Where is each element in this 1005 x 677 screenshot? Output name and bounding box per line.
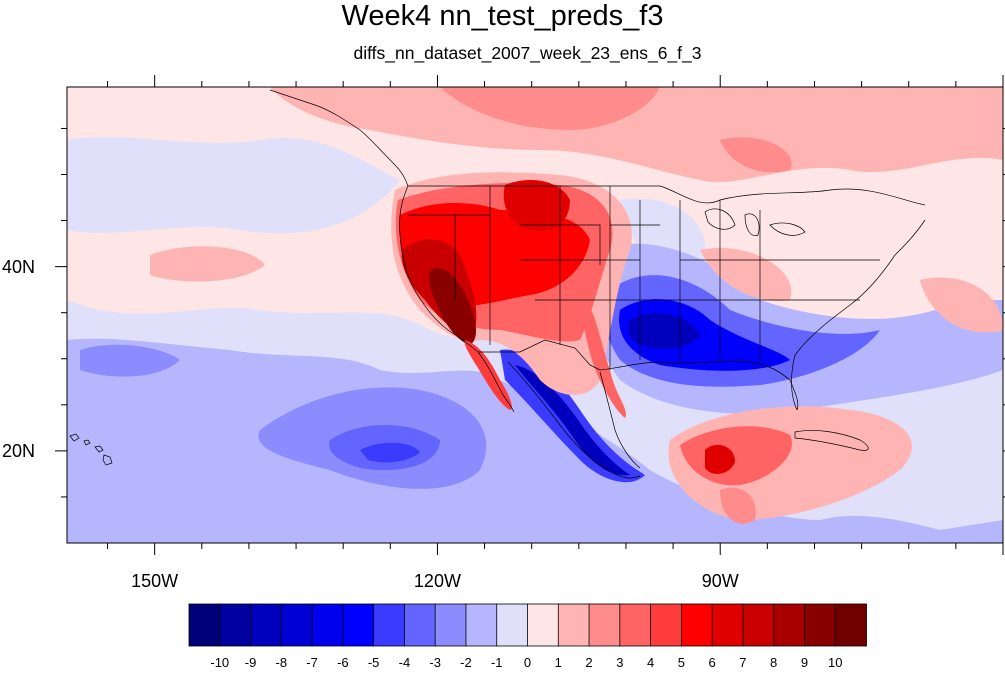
colorbar-swatch xyxy=(250,603,283,647)
colorbar-swatch xyxy=(434,603,467,647)
colorbar-swatch xyxy=(496,603,529,647)
colorbar-swatch xyxy=(373,603,406,647)
contour-region-red-3-caribbean-south xyxy=(720,487,756,524)
map-borders xyxy=(269,89,926,479)
colorbar-swatch xyxy=(650,603,683,647)
colorbar-label: 7 xyxy=(739,655,747,670)
contour-region-red-6-plains xyxy=(503,180,570,232)
colorbar-label: -3 xyxy=(429,655,441,670)
plot-frame xyxy=(66,86,1004,544)
contour-region-blue-3-hawaii xyxy=(80,344,180,377)
colorbar-label: 2 xyxy=(585,655,593,670)
colorbar xyxy=(188,603,867,647)
colorbar-swatch xyxy=(680,603,714,647)
great-lakes xyxy=(704,208,806,236)
colorbar-swatch xyxy=(527,603,560,647)
colorbar-swatch xyxy=(773,603,806,647)
contour-region-red-3-north xyxy=(440,87,660,130)
coastline-cuba xyxy=(794,430,869,451)
contour-region-red-1-north xyxy=(270,87,1003,183)
colorbar-swatch xyxy=(742,603,775,647)
contour-region-blue-8-mexico xyxy=(515,365,630,476)
colorbar-label: 3 xyxy=(616,655,624,670)
y-tick-label: 20N xyxy=(2,440,36,461)
colorbar-label: -8 xyxy=(275,655,288,670)
x-tick-label: 150W xyxy=(131,571,179,591)
hawaii-islands xyxy=(69,433,113,466)
colorbar-swatch xyxy=(311,603,344,647)
colorbar-swatch xyxy=(280,603,313,647)
colorbar-label: 9 xyxy=(800,655,809,670)
colorbar-label: -10 xyxy=(210,655,230,670)
colorbar-label: -5 xyxy=(367,655,380,670)
colorbar-label: -2 xyxy=(460,655,472,670)
colorbar-label: -1 xyxy=(490,655,503,670)
colorbar-label: -9 xyxy=(244,655,257,670)
colorbar-swatch xyxy=(557,603,590,647)
colorbar-swatch xyxy=(834,603,867,647)
coastline-canada-west xyxy=(269,89,409,187)
colorbar-label: 10 xyxy=(827,655,843,670)
colorbar-swatch xyxy=(804,603,837,647)
colorbar-label: -4 xyxy=(398,655,411,670)
colorbar-swatch xyxy=(188,603,221,647)
coastline-atlantic xyxy=(791,219,926,411)
contour-region-red-1-northeast xyxy=(700,248,792,301)
coastline-gulf xyxy=(599,361,799,411)
colorbar-label: 5 xyxy=(677,655,685,670)
colorbar-label: -7 xyxy=(306,655,318,670)
colorbar-swatch xyxy=(711,603,744,647)
state-lines xyxy=(408,186,880,370)
contour-region-red-3-northeast xyxy=(720,137,792,173)
contour-region-blue-2-south xyxy=(67,338,1003,543)
border-canada xyxy=(408,185,926,206)
chart-subtitle: diffs_nn_dataset_2007_week_23_ens_6_f_3 xyxy=(353,43,702,63)
contour-region-red-1-pacific xyxy=(150,246,265,282)
contour-region-red-6-baja xyxy=(464,340,512,410)
colorbar-label: 4 xyxy=(646,655,655,670)
colorbar-label: 8 xyxy=(770,655,778,670)
colorbar-label: 0 xyxy=(523,655,532,670)
colorbar-swatch xyxy=(588,603,621,647)
colorbar-swatch xyxy=(342,603,375,647)
coastline-mexico xyxy=(507,361,641,479)
contour-region-red-4-texas xyxy=(582,300,627,418)
colorbar-swatch xyxy=(219,603,252,647)
contour-region-red-1-atlantic xyxy=(920,277,1003,333)
coastline-pacific xyxy=(399,185,515,413)
contour-region-red-7-caribbean xyxy=(705,444,735,474)
x-tick-label: 90W xyxy=(701,571,739,591)
colorbar-label: 6 xyxy=(708,655,716,670)
contour-field xyxy=(67,87,1003,543)
colorbar-swatch xyxy=(465,603,498,647)
colorbar-swatch xyxy=(619,603,652,647)
y-tick-label: 40N xyxy=(2,256,36,277)
chart-title: Week4 nn_test_preds_f3 xyxy=(341,0,664,32)
colorbar-label: 1 xyxy=(554,655,562,670)
contour-region-red-10-west xyxy=(429,268,476,345)
contour-region-blue-6-pacific xyxy=(360,442,420,463)
contour-region-blue-8-gulf xyxy=(627,312,700,349)
colorbar-label: -6 xyxy=(337,655,349,670)
contour-region-light-blue-north xyxy=(67,137,400,234)
axis-ticks xyxy=(55,75,1005,555)
x-tick-label: 120W xyxy=(413,571,461,591)
colorbar-swatch xyxy=(404,603,437,647)
